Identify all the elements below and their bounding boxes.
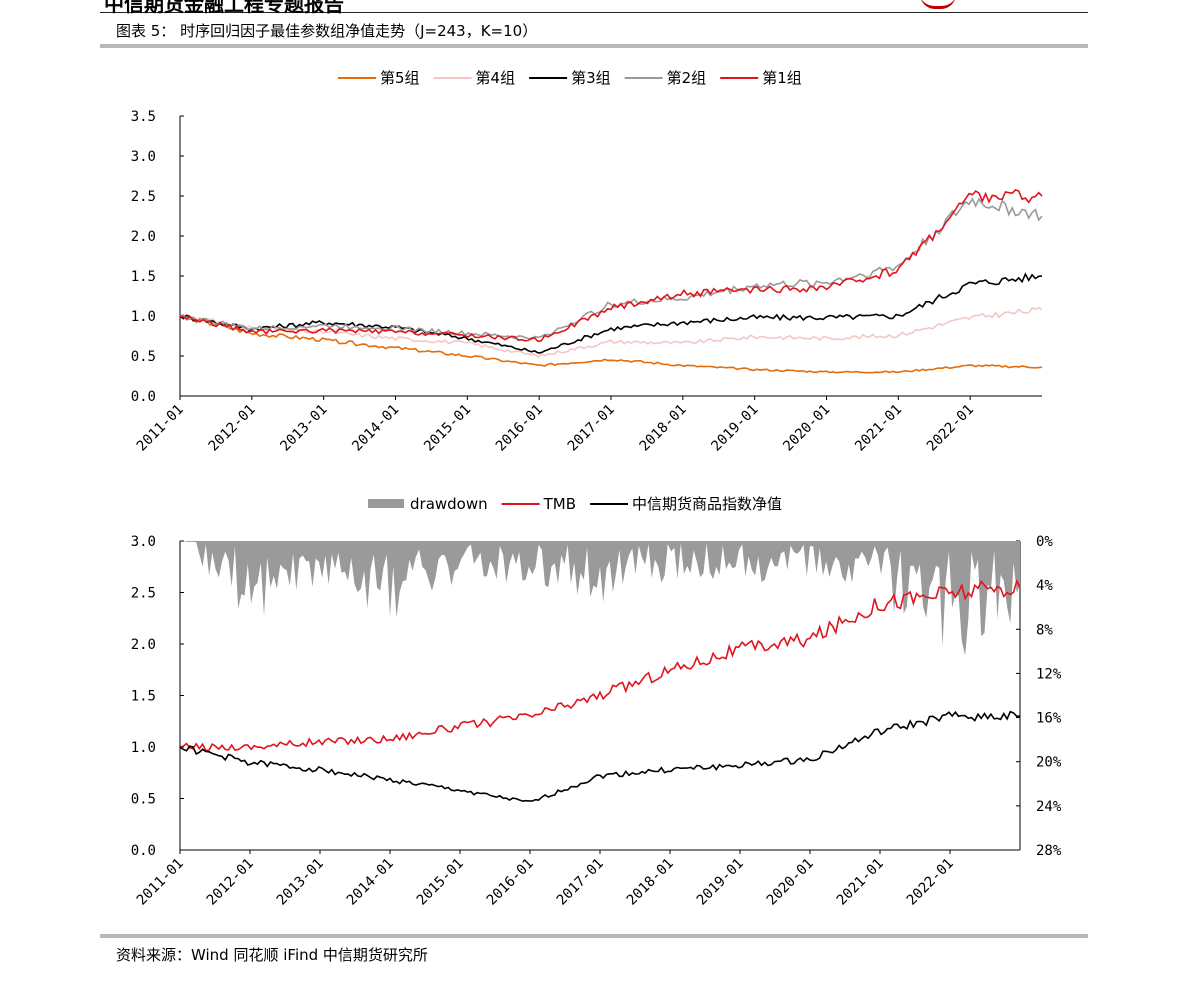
x-tick-label: 2019-01 — [694, 856, 747, 909]
x-tick-label: 2013-01 — [277, 402, 330, 455]
y-tick-label: 2.0 — [131, 637, 156, 653]
x-tick-label: 2018-01 — [637, 402, 690, 455]
x-tick-label: 2016-01 — [493, 402, 546, 455]
x-tick-label: 2014-01 — [344, 856, 397, 909]
series-line-TMB — [179, 578, 1021, 752]
y-tick-label: 2.0 — [131, 229, 156, 245]
y-tick-label: 1.5 — [131, 269, 156, 285]
legend-label-第5组: 第5组 — [380, 69, 420, 87]
legend-swatch-drawdown — [368, 499, 404, 508]
y-tick-label: 3.5 — [131, 109, 156, 125]
x-tick-label: 2021-01 — [834, 856, 887, 909]
source-note: 资料来源：Wind 同花顺 iFind 中信期货研究所 — [116, 946, 428, 964]
report-header-bar — [100, 0, 1088, 13]
y2-tick-label: 24% — [1036, 799, 1062, 815]
x-tick-label: 2015-01 — [421, 402, 474, 455]
x-tick-label: 2014-01 — [349, 402, 402, 455]
x-tick-label: 2018-01 — [624, 856, 677, 909]
y2-tick-label: 20% — [1036, 755, 1062, 771]
y-tick-label: 1.5 — [131, 689, 156, 705]
legend-label-第1组: 第1组 — [762, 69, 802, 87]
x-tick-label: 2016-01 — [484, 856, 537, 909]
series-line-第5组 — [179, 314, 1043, 374]
figure-title: 图表 5： 时序回归因子最佳参数组净值走势（J=243，K=10） — [116, 22, 538, 40]
x-tick-label: 2013-01 — [274, 856, 327, 909]
y-tick-label: 0.5 — [131, 792, 156, 808]
x-tick-label: 2020-01 — [764, 856, 817, 909]
legend-label-第4组: 第4组 — [476, 69, 516, 87]
y-tick-label: 1.0 — [131, 740, 156, 756]
y-tick-label: 3.0 — [131, 149, 156, 165]
legend-label-TMB: TMB — [543, 495, 576, 513]
series-line-第2组 — [179, 197, 1043, 341]
y2-tick-label: 8% — [1036, 622, 1053, 638]
y2-tick-label: 4% — [1036, 578, 1053, 594]
x-tick-label: 2012-01 — [206, 402, 259, 455]
legend-label-第3组: 第3组 — [571, 69, 611, 87]
x-tick-label: 2022-01 — [924, 402, 977, 455]
y-tick-label: 0.0 — [131, 389, 156, 405]
x-tick-label: 2020-01 — [780, 402, 833, 455]
y2-tick-label: 12% — [1036, 666, 1062, 682]
x-tick-label: 2015-01 — [414, 856, 467, 909]
series-line-第4组 — [179, 306, 1043, 359]
x-tick-label: 2017-01 — [565, 402, 618, 455]
series-line-第1组 — [179, 188, 1043, 343]
y-tick-label: 1.0 — [131, 309, 156, 325]
series-line-第3组 — [179, 272, 1043, 354]
brand-logo — [920, 0, 956, 9]
y2-tick-label: 16% — [1036, 711, 1062, 727]
y-tick-label: 2.5 — [131, 586, 156, 602]
y-tick-label: 0.5 — [131, 349, 156, 365]
legend-label-第2组: 第2组 — [667, 69, 707, 87]
x-tick-label: 2012-01 — [204, 856, 257, 909]
legend-label-中信期货商品指数净值: 中信期货商品指数净值 — [632, 495, 782, 513]
x-tick-label: 2022-01 — [904, 856, 957, 909]
series-area-drawdown — [180, 541, 1020, 656]
bottom-separator — [100, 934, 1088, 938]
legend-label-drawdown: drawdown — [410, 495, 488, 513]
y-tick-label: 2.5 — [131, 189, 156, 205]
x-tick-label: 2019-01 — [708, 402, 761, 455]
x-tick-label: 2011-01 — [134, 402, 187, 455]
y2-tick-label: 0% — [1036, 534, 1053, 550]
y-tick-label: 0.0 — [131, 843, 156, 859]
top-separator — [100, 44, 1088, 48]
y2-tick-label: 28% — [1036, 843, 1062, 859]
report-title: 中信期货金融工程专题报告 — [104, 0, 344, 16]
series-line-中信期货商品指数净值 — [179, 710, 1021, 802]
x-tick-label: 2017-01 — [554, 856, 607, 909]
y-tick-label: 3.0 — [131, 534, 156, 550]
x-tick-label: 2021-01 — [852, 402, 905, 455]
x-tick-label: 2011-01 — [134, 856, 187, 909]
